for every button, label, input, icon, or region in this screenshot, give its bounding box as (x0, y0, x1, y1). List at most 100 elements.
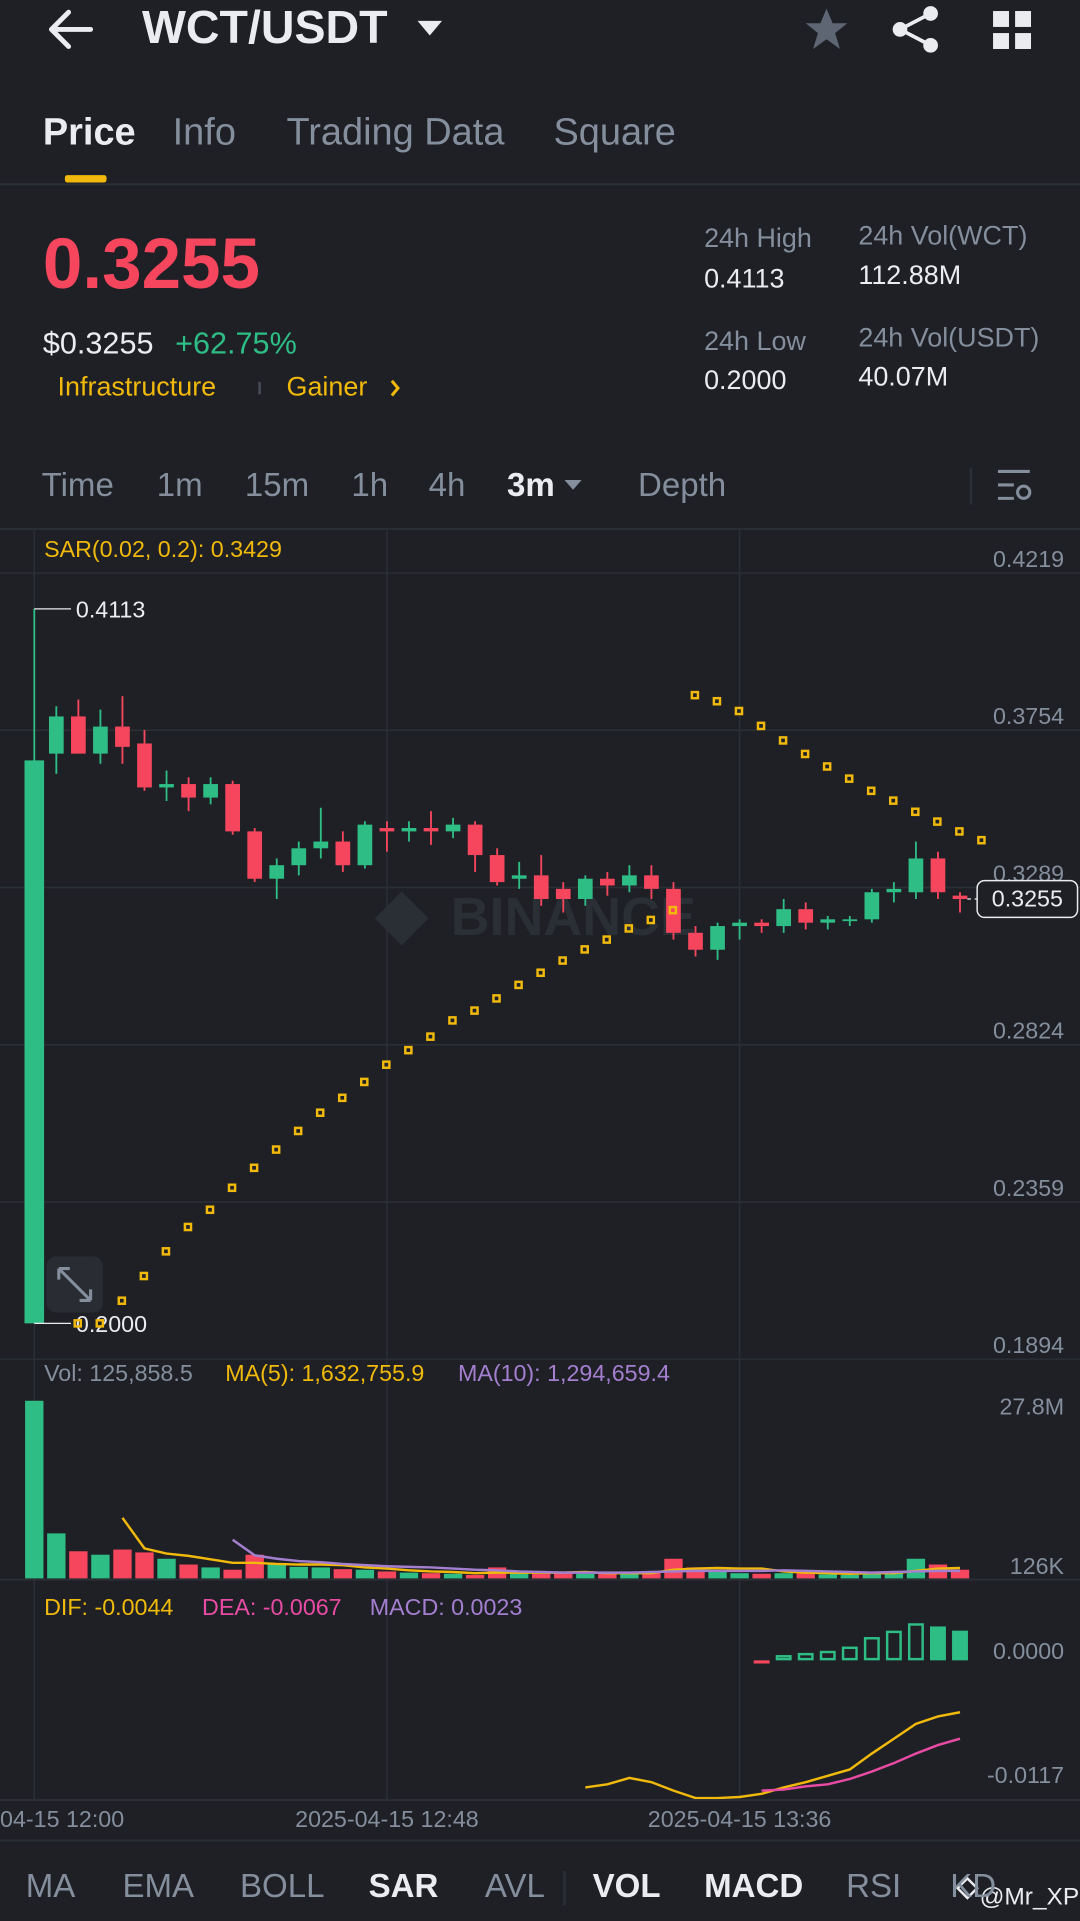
indicator[interactable]: VOL (593, 1868, 661, 1905)
interval[interactable]: 4h (429, 467, 466, 504)
indicator[interactable]: BOLL (240, 1868, 325, 1905)
volume-bar (884, 1573, 904, 1579)
volume-bar (796, 1572, 815, 1579)
candle-body (159, 784, 174, 788)
candle-body (247, 831, 263, 879)
pair-dropdown[interactable] (417, 20, 443, 36)
tag[interactable]: Gainer (287, 371, 368, 401)
tab[interactable]: Price (43, 112, 136, 154)
volume-bar (730, 1573, 749, 1579)
tag[interactable]: Infrastructure (58, 371, 217, 401)
sar-dot (161, 1247, 171, 1256)
volume-bar (245, 1554, 264, 1579)
volume-tick-label: 126K (1010, 1553, 1065, 1579)
candle-body (313, 841, 329, 849)
back-button[interactable] (48, 9, 94, 49)
interval-dropdown[interactable] (564, 480, 582, 490)
candle-body (379, 828, 395, 832)
candle-body (401, 828, 417, 832)
candle-body (269, 865, 285, 879)
sar-dot (888, 796, 898, 805)
volume-bar (223, 1569, 242, 1579)
share-icon[interactable] (892, 6, 938, 53)
volume-bar (642, 1571, 661, 1579)
sar-dot (448, 1016, 457, 1025)
indicator[interactable]: AVL (485, 1868, 545, 1905)
candle-body (181, 784, 196, 798)
sar-dot (602, 935, 612, 944)
macd-bar (753, 1660, 770, 1664)
volume-bar (399, 1572, 419, 1579)
stat-value: 112.88M (858, 260, 961, 290)
interval[interactable]: 1h (351, 467, 388, 504)
volume-bar (774, 1573, 793, 1579)
volume-bar (443, 1573, 463, 1579)
tag-separator (258, 382, 261, 395)
volume-bar (421, 1573, 441, 1579)
candle-body (93, 726, 108, 754)
sar-dot (337, 1093, 347, 1103)
sar-dot (470, 1006, 479, 1015)
stat-value: 0.4113 (704, 264, 784, 294)
layout-icon[interactable] (993, 11, 1032, 49)
interval[interactable]: Depth (638, 467, 726, 504)
volume-bar (906, 1558, 926, 1579)
last-price-box (976, 879, 1079, 919)
candle-body (203, 784, 218, 798)
volume-bar (620, 1572, 639, 1579)
y-tick-label: 0.1894 (993, 1332, 1064, 1358)
sar-dot (756, 721, 766, 731)
tab[interactable]: Square (553, 112, 675, 154)
volume-bar (267, 1564, 286, 1579)
indicator[interactable]: MA (26, 1868, 76, 1905)
interval[interactable]: 1m (157, 467, 203, 504)
indicator[interactable]: EMA (122, 1868, 194, 1905)
sar-dot (249, 1163, 259, 1173)
sar-dot (734, 706, 744, 716)
volume-bar (377, 1571, 397, 1579)
indicator[interactable]: RSI (846, 1868, 901, 1905)
favorite-icon[interactable] (805, 8, 848, 49)
sar-dot (360, 1077, 369, 1087)
interval[interactable]: 15m (245, 467, 309, 504)
candle-body (115, 726, 130, 747)
interval[interactable]: Time (42, 467, 114, 504)
watermark: BINANCE (451, 887, 696, 947)
credit-icon (955, 1876, 979, 1900)
sar-dot (646, 915, 656, 925)
sar-dot (183, 1222, 193, 1232)
sar-dot (315, 1108, 325, 1117)
sar-dot (514, 980, 523, 990)
sar-dot (536, 968, 545, 978)
y-tick-label: 0.2359 (993, 1175, 1064, 1201)
candle-body (445, 824, 461, 832)
x-tick-label: 04-15 12:00 (0, 1806, 124, 1832)
macd-bar (797, 1652, 814, 1661)
indicator[interactable]: MACD (704, 1868, 803, 1905)
chart-settings-icon[interactable] (997, 469, 1032, 500)
sar-dot (382, 1060, 391, 1069)
stat-label: 24h Low (704, 326, 806, 356)
sar-dot (800, 749, 810, 759)
indicator[interactable]: KD (950, 1868, 996, 1905)
dea-line (761, 1737, 961, 1792)
volume-bar (708, 1570, 727, 1579)
candle-body (864, 892, 880, 920)
stat-label: 24h High (704, 223, 812, 253)
sar-dot (690, 690, 700, 700)
pair-title[interactable]: WCT/USDT (142, 1, 387, 53)
candle-body (577, 878, 593, 900)
tab[interactable]: Info (173, 112, 236, 154)
tab[interactable]: Trading Data (287, 112, 506, 154)
tag-chevron (390, 379, 400, 397)
expand-button[interactable] (46, 1256, 103, 1313)
candle-body (710, 926, 725, 950)
volume-bar (576, 1573, 595, 1579)
indicator[interactable]: SAR (369, 1868, 439, 1905)
candle-body (776, 909, 792, 927)
credit: @Mr_XP (980, 1883, 1080, 1910)
sar-dot (95, 1319, 105, 1328)
volume-legend: MA(10): 1,294,659.4 (458, 1360, 670, 1386)
interval[interactable]: 3m (507, 467, 555, 504)
